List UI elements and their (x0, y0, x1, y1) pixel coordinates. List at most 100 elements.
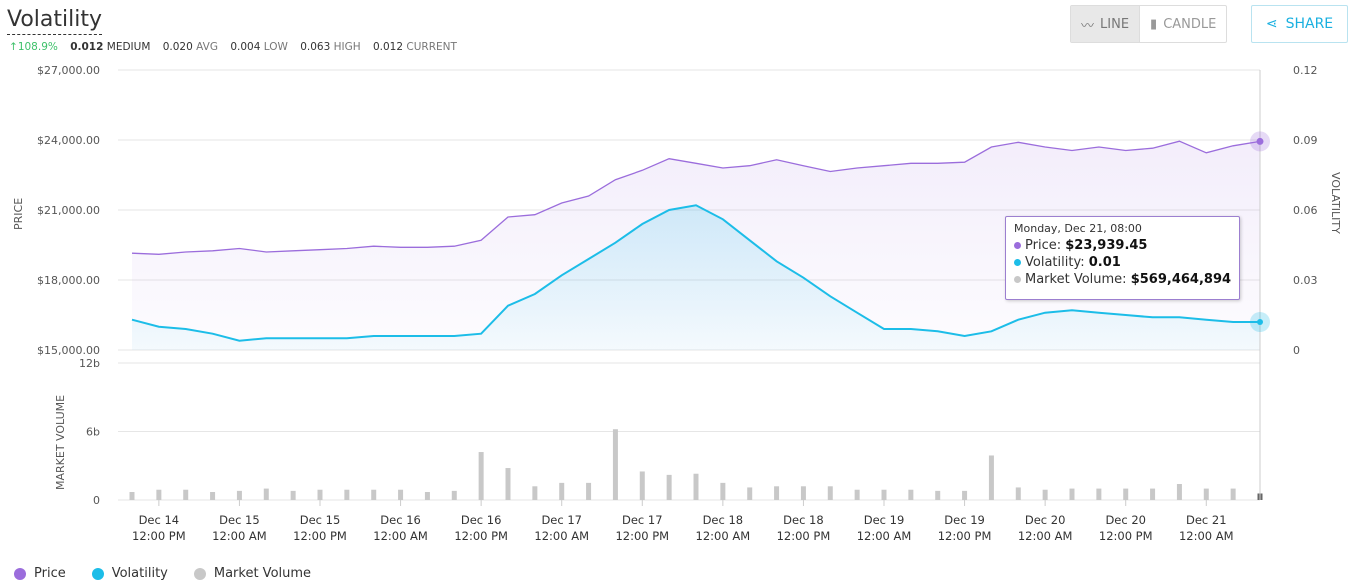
volume-tick-label: 6b (86, 426, 100, 439)
volatility-tick-label: 0 (1293, 344, 1300, 357)
stat-low: 0.004 LOW (230, 41, 288, 53)
price-tick-label: $18,000.00 (37, 274, 100, 287)
volume-bar (290, 490, 296, 500)
volume-bar (398, 489, 404, 500)
volume-bar (1123, 488, 1129, 500)
line-button[interactable]: 〰 LINE (1071, 6, 1141, 42)
legend: Price Volatility Market Volume (14, 566, 311, 581)
volume-bar (720, 482, 726, 500)
tooltip-price: Price: $23,939.45 (1014, 237, 1231, 254)
volume-bar (881, 489, 887, 500)
volume-bar (639, 471, 645, 500)
volume-bar (505, 468, 511, 500)
x-tick-label: 12:00 PM (1099, 529, 1153, 543)
x-tick-label: 12:00 PM (615, 529, 669, 543)
volume-bar (451, 490, 457, 500)
legend-volatility[interactable]: Volatility (91, 566, 168, 581)
price-axis-label: PRICE (12, 198, 25, 230)
chart-type-toggle: 〰 LINE ▮ CANDLE (1070, 5, 1228, 43)
volume-bar (693, 473, 699, 500)
x-tick-label: 12:00 AM (857, 529, 912, 543)
volume-bar (666, 474, 672, 500)
x-tick-label: 12:00 AM (373, 529, 428, 543)
tooltip-volume: Market Volume: $569,464,894 (1014, 271, 1231, 288)
x-tick-label: Dec 18 (783, 513, 824, 527)
stat-high: 0.063 HIGH (300, 41, 361, 53)
x-tick-label: 12:00 PM (777, 529, 831, 543)
tooltip-date: Monday, Dec 21, 08:00 (1014, 222, 1142, 235)
change-stat: ↑108.9% (9, 41, 58, 53)
volume-bar (988, 455, 994, 500)
x-tick-label: Dec 15 (300, 513, 341, 527)
volume-bar (478, 452, 484, 500)
volume-axis-label: MARKET VOLUME (54, 395, 67, 490)
x-tick-label: Dec 16 (461, 513, 502, 527)
volume-bar (1069, 488, 1075, 500)
share-icon: ⋖ (1265, 16, 1278, 32)
legend-market-volume[interactable]: Market Volume (193, 566, 311, 581)
legend-price[interactable]: Price (14, 566, 66, 581)
volatility-tick-label: 0.06 (1293, 204, 1318, 217)
volume-bar (854, 489, 860, 500)
volume-bar (935, 490, 941, 500)
volatility-axis-label: VOLATILITY (1329, 172, 1342, 234)
volume-bar (236, 490, 242, 500)
volatility-tick-label: 0.03 (1293, 274, 1318, 287)
volatility-marker (1257, 319, 1263, 325)
x-tick-label: Dec 15 (219, 513, 260, 527)
volume-bar (1150, 488, 1156, 500)
volume-bar (183, 489, 189, 500)
volume-bar (586, 482, 592, 500)
arrow-up-icon: ↑ (9, 41, 18, 53)
price-marker (1256, 137, 1264, 145)
volatility-tick-label: 0.09 (1293, 134, 1318, 147)
volume-bar (827, 486, 833, 500)
x-tick-label: Dec 18 (703, 513, 744, 527)
volume-bar (1230, 488, 1236, 500)
volume-bar (129, 492, 135, 500)
bar-chart-icon: ▮ (1150, 16, 1158, 32)
tooltip: Monday, Dec 21, 08:00 Price: $23,939.45 … (1005, 216, 1240, 300)
volume-bar (747, 487, 753, 500)
price-tick-label: $27,000.00 (37, 64, 100, 77)
volume-bar (908, 489, 914, 500)
x-tick-label: Dec 21 (1186, 513, 1227, 527)
stat-current: 0.012 CURRENT (372, 41, 457, 53)
x-tick-label: Dec 20 (1105, 513, 1146, 527)
stat-medium: 0.012 MEDIUM (70, 41, 151, 53)
x-tick-label: Dec 19 (864, 513, 905, 527)
x-tick-label: Dec 19 (944, 513, 985, 527)
volume-tick-label: 12b (79, 357, 100, 370)
price-line (131, 140, 1261, 255)
stats-bar: ↑108.9% 0.012 MEDIUM 0.020 AVG 0.004 LOW… (9, 41, 466, 53)
x-tick-label: Dec 17 (622, 513, 663, 527)
volume-bar (424, 492, 430, 500)
x-tick-label: 12:00 AM (212, 529, 267, 543)
price-tick-label: $21,000.00 (37, 204, 100, 217)
volume-bar (210, 492, 216, 500)
page-title[interactable]: Volatility (7, 6, 103, 35)
volume-bar (532, 486, 538, 500)
x-tick-label: 12:00 PM (938, 529, 992, 543)
volume-bar (1015, 487, 1021, 500)
volume-bar (1096, 488, 1102, 500)
price-tick-label: $24,000.00 (37, 134, 100, 147)
candle-button[interactable]: ▮ CANDLE (1150, 16, 1217, 32)
volume-bar (612, 429, 618, 500)
volume-bar (317, 489, 323, 500)
volatility-line (131, 204, 1260, 342)
volume-bar (1042, 489, 1048, 500)
tooltip-volatility: Volatility: 0.01 (1014, 254, 1231, 271)
price-tick-label: $15,000.00 (37, 344, 100, 357)
x-tick-label: Dec 14 (139, 513, 180, 527)
volume-bar (1176, 484, 1182, 500)
x-tick-label: Dec 20 (1025, 513, 1066, 527)
line-chart-icon: 〰 (1081, 18, 1095, 34)
x-tick-label: 12:00 PM (132, 529, 186, 543)
x-tick-label: Dec 17 (541, 513, 582, 527)
x-tick-label: 12:00 PM (293, 529, 347, 543)
volume-bar (559, 482, 565, 500)
x-tick-label: Dec 16 (380, 513, 421, 527)
volume-bar (371, 489, 377, 500)
